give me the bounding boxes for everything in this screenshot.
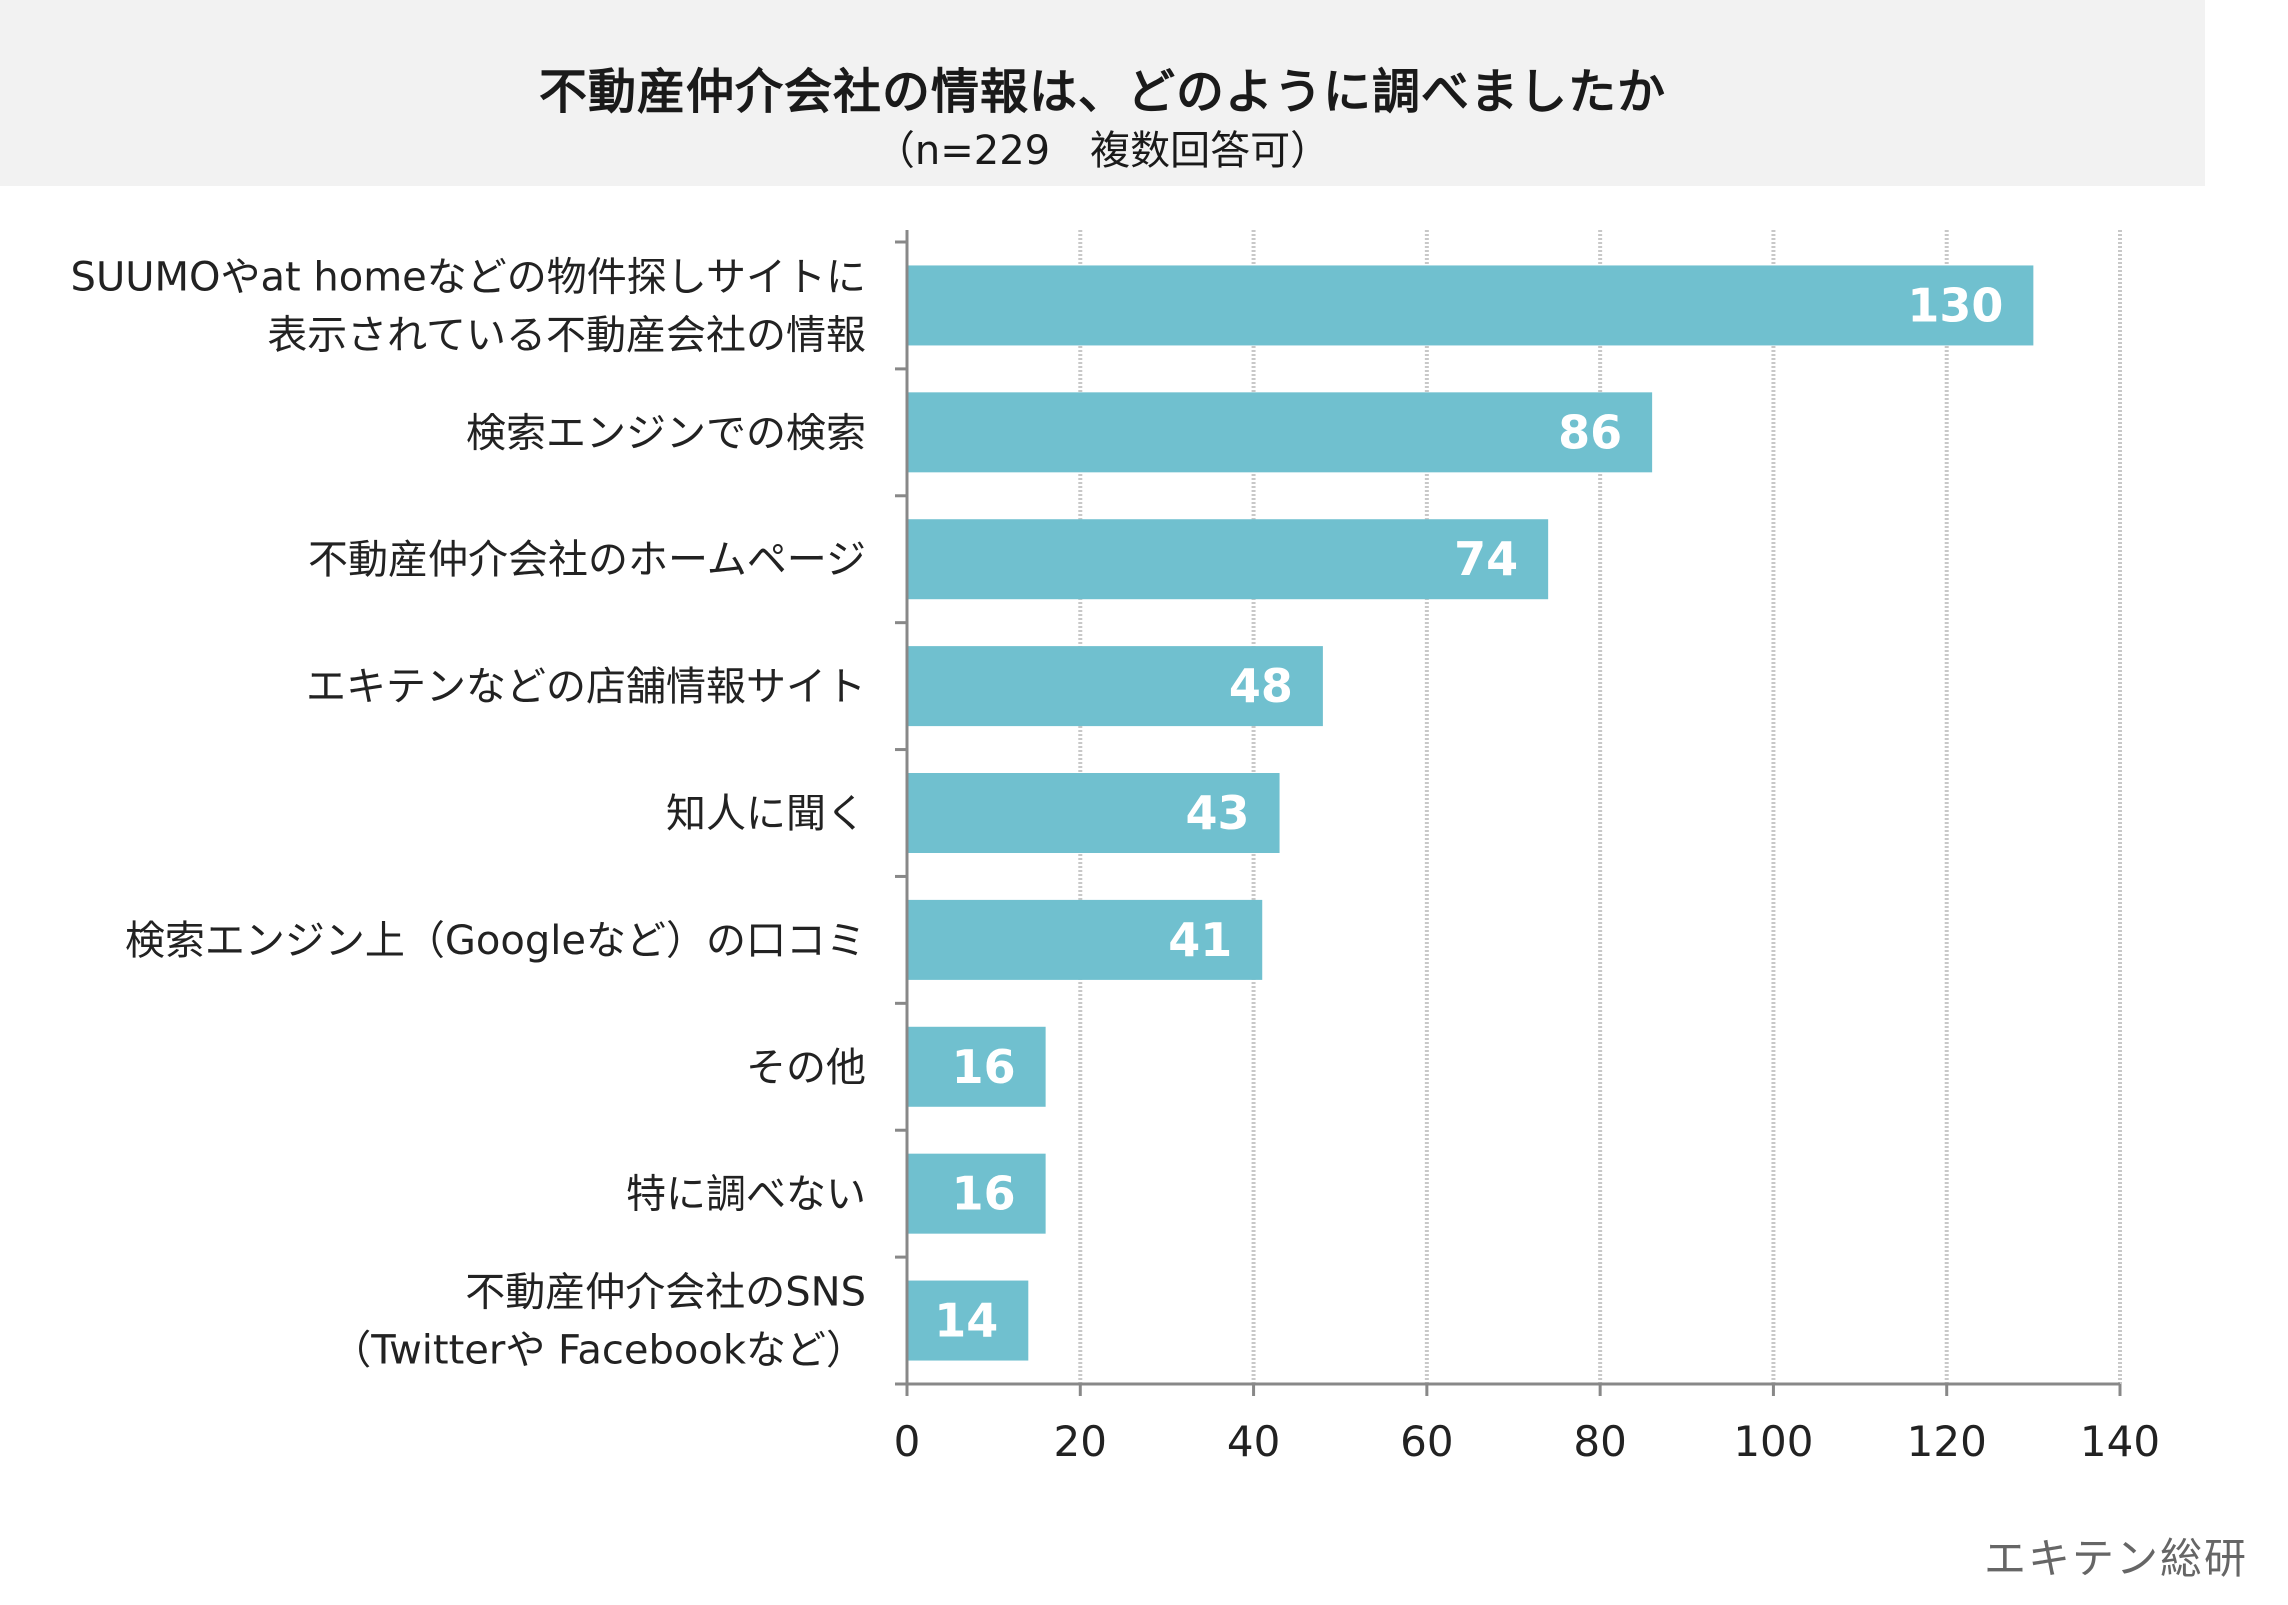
category-label-8-line-0: 不動産仲介会社のSNS [465,1270,866,1316]
bar-3 [907,646,1323,727]
category-label-3: エキテンなどの店舗情報サイト [306,664,866,710]
data-label-2: 74 [1454,532,1518,586]
data-label-0: 130 [1907,278,2003,332]
x-tick-label-100: 100 [1733,1417,1813,1466]
category-label-0-line-0: SUUMOやat homeなどの物件探しサイトに [71,254,866,300]
data-label-1: 86 [1558,405,1622,459]
category-label-7: 特に調べない [626,1172,866,1218]
bar-1 [907,392,1653,473]
x-tick-label-140: 140 [2080,1417,2160,1466]
bars [907,265,2034,1361]
bar-7 [907,1153,1046,1234]
axes [895,230,2122,1396]
data-label-3: 48 [1229,659,1293,713]
bar-5 [907,899,1263,980]
x-tick-label-40: 40 [1227,1417,1280,1466]
x-tick-label-60: 60 [1400,1417,1453,1466]
category-label-8-line-1: （Twitterや Facebookなど） [331,1328,866,1374]
category-label-1: 検索エンジンでの検索 [466,410,866,456]
chart-header: 不動産仲介会社の情報は、どのように調べましたか （n=229 複数回答可） [0,0,2205,186]
x-tick-label-0: 0 [894,1417,921,1466]
category-label-5: 検索エンジン上（Googleなど）の口コミ [125,918,866,964]
x-tick-label-20: 20 [1054,1417,1107,1466]
bar-4 [907,773,1280,853]
bar-6 [907,1026,1046,1107]
x-tick-label-120: 120 [1907,1417,1987,1466]
data-label-7: 16 [952,1167,1016,1221]
category-label-6: その他 [746,1045,866,1091]
credit-text: エキテン総研 [1983,1534,2248,1583]
bar-8 [907,1280,1029,1361]
bar-0 [907,265,2034,346]
chart-title: 不動産仲介会社の情報は、どのように調べましたか [538,64,1666,120]
chart-subtitle: （n=229 複数回答可） [874,128,1331,174]
data-label-5: 41 [1168,913,1232,967]
data-label-6: 16 [952,1040,1016,1094]
data-label-4: 43 [1186,786,1250,840]
bar-2 [907,519,1549,600]
x-tick-label-80: 80 [1573,1417,1626,1466]
category-label-0-line-1: 表示されている不動産会社の情報 [267,312,866,358]
category-label-4: 知人に聞く [666,791,866,837]
category-label-2: 不動産仲介会社のホームページ [308,537,866,583]
data-label-8: 14 [934,1294,998,1348]
